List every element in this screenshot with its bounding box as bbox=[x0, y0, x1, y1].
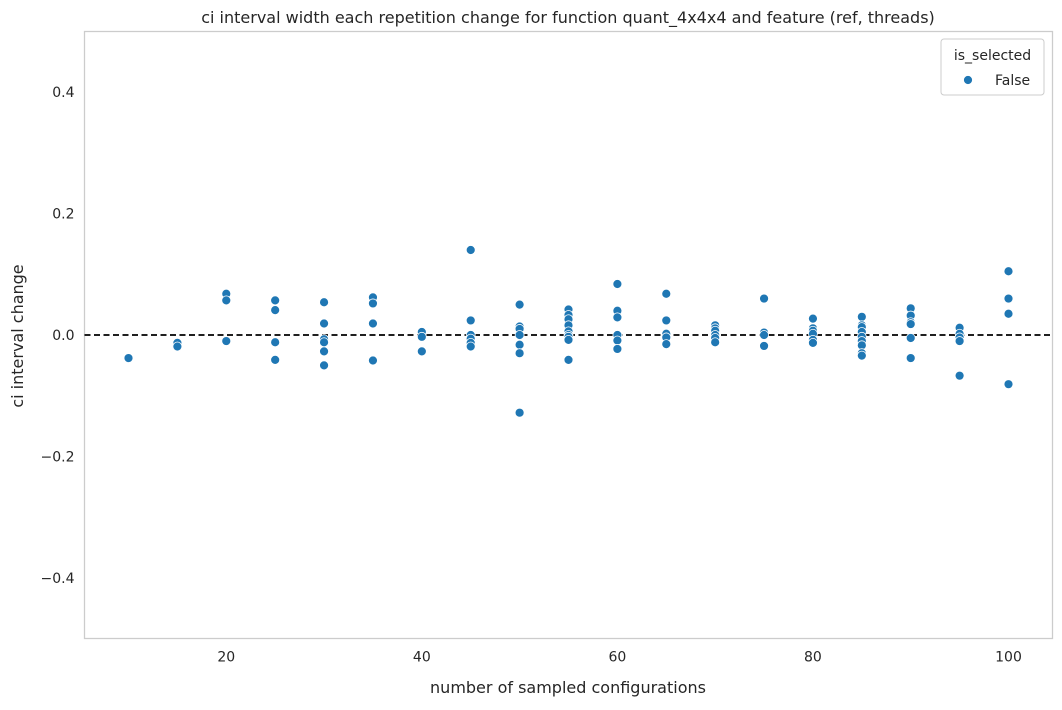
data-point bbox=[661, 339, 672, 350]
data-point bbox=[905, 353, 916, 363]
x-tick-label: 80 bbox=[804, 650, 822, 666]
y-axis-ticks: −0.4 −0.2 0.0 0.2 0.4 bbox=[41, 85, 75, 587]
data-point bbox=[563, 354, 574, 365]
data-point bbox=[661, 288, 672, 299]
data-point bbox=[416, 331, 427, 342]
data-point bbox=[172, 341, 183, 352]
x-tick-label: 40 bbox=[413, 650, 431, 666]
chart-title: ci interval width each repetition change… bbox=[201, 8, 935, 28]
data-point bbox=[612, 312, 623, 323]
data-point bbox=[514, 407, 525, 418]
x-tick-label: 60 bbox=[608, 650, 626, 666]
data-point bbox=[123, 353, 134, 363]
data-point bbox=[856, 350, 867, 361]
data-point bbox=[221, 295, 232, 306]
data-point bbox=[319, 360, 329, 371]
data-point bbox=[514, 299, 525, 310]
data-point bbox=[661, 315, 672, 326]
data-point bbox=[416, 346, 427, 357]
data-point bbox=[563, 334, 574, 345]
data-point bbox=[612, 335, 623, 346]
x-tick-label: 100 bbox=[995, 650, 1022, 666]
data-point bbox=[465, 245, 476, 255]
data-point bbox=[270, 295, 281, 306]
data-point bbox=[905, 319, 916, 329]
data-point bbox=[319, 337, 329, 348]
y-tick-label: −0.2 bbox=[41, 449, 75, 465]
data-point bbox=[221, 336, 232, 346]
data-point bbox=[319, 346, 329, 357]
data-point bbox=[856, 311, 867, 322]
data-point bbox=[954, 370, 965, 381]
y-tick-label: −0.4 bbox=[41, 571, 75, 587]
x-axis-label: number of sampled configurations bbox=[430, 678, 706, 697]
data-point bbox=[710, 337, 721, 348]
legend-title: is_selected bbox=[954, 48, 1031, 64]
data-point bbox=[465, 315, 476, 326]
data-point bbox=[465, 341, 476, 352]
data-point bbox=[905, 333, 916, 343]
legend: is_selected False bbox=[940, 38, 1045, 96]
data-point bbox=[759, 341, 769, 351]
y-tick-label: 0.4 bbox=[52, 85, 74, 101]
data-point bbox=[612, 344, 623, 354]
legend-marker bbox=[963, 75, 973, 85]
data-point bbox=[368, 318, 378, 329]
data-point bbox=[808, 313, 818, 324]
data-point bbox=[808, 337, 818, 348]
data-point bbox=[270, 305, 281, 316]
data-point bbox=[319, 297, 329, 308]
data-point bbox=[514, 339, 525, 350]
y-tick-label: 0.0 bbox=[52, 328, 74, 344]
data-point bbox=[514, 348, 525, 359]
data-point bbox=[270, 337, 281, 348]
x-axis-ticks: 20 40 60 80 100 bbox=[217, 650, 1022, 666]
data-point bbox=[759, 293, 769, 304]
data-point bbox=[612, 279, 623, 289]
x-tick-label: 20 bbox=[217, 650, 235, 666]
data-point bbox=[319, 318, 329, 329]
y-axis-label: ci interval change bbox=[8, 264, 27, 407]
data-point bbox=[368, 298, 378, 309]
data-point bbox=[759, 330, 769, 340]
data-points bbox=[123, 245, 1014, 418]
data-point bbox=[1003, 266, 1014, 277]
data-point bbox=[1003, 379, 1014, 390]
data-point bbox=[514, 330, 525, 340]
data-point bbox=[270, 354, 281, 365]
data-point bbox=[1003, 293, 1014, 304]
data-point bbox=[954, 336, 965, 346]
data-point bbox=[1003, 308, 1014, 319]
legend-entry-false: False bbox=[995, 73, 1030, 89]
data-point bbox=[368, 355, 378, 366]
y-tick-label: 0.2 bbox=[52, 207, 74, 223]
